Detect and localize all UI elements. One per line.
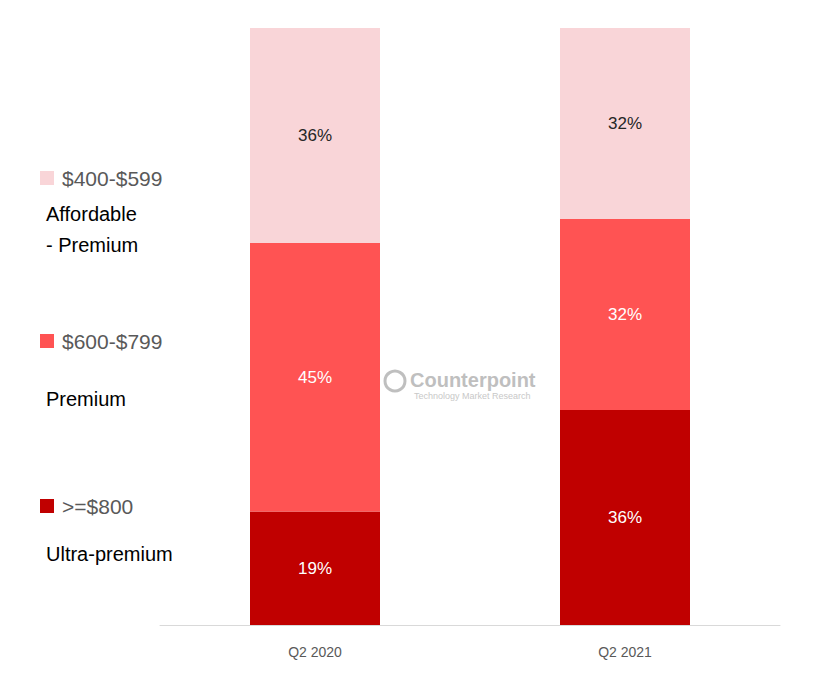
svg-text:19%: 19% [298, 559, 332, 578]
svg-text:32%: 32% [608, 305, 642, 324]
svg-text:Q2 2020: Q2 2020 [288, 644, 342, 660]
svg-text:Premium: Premium [46, 388, 126, 410]
svg-text:Ultra-premium: Ultra-premium [46, 543, 173, 565]
svg-text:36%: 36% [298, 126, 332, 145]
svg-text:36%: 36% [608, 508, 642, 527]
svg-text:$600-$799: $600-$799 [62, 330, 162, 353]
svg-text:$400-$599: $400-$599 [62, 167, 162, 190]
svg-text:45%: 45% [298, 368, 332, 387]
svg-text:>=$800: >=$800 [62, 495, 133, 518]
svg-text:Q2 2021: Q2 2021 [598, 644, 652, 660]
svg-text:- Premium: - Premium [46, 234, 138, 256]
svg-text:32%: 32% [608, 114, 642, 133]
svg-text:Affordable: Affordable [46, 203, 137, 225]
svg-text:Technology Market Research: Technology Market Research [414, 391, 531, 401]
svg-text:Counterpoint: Counterpoint [410, 369, 536, 391]
